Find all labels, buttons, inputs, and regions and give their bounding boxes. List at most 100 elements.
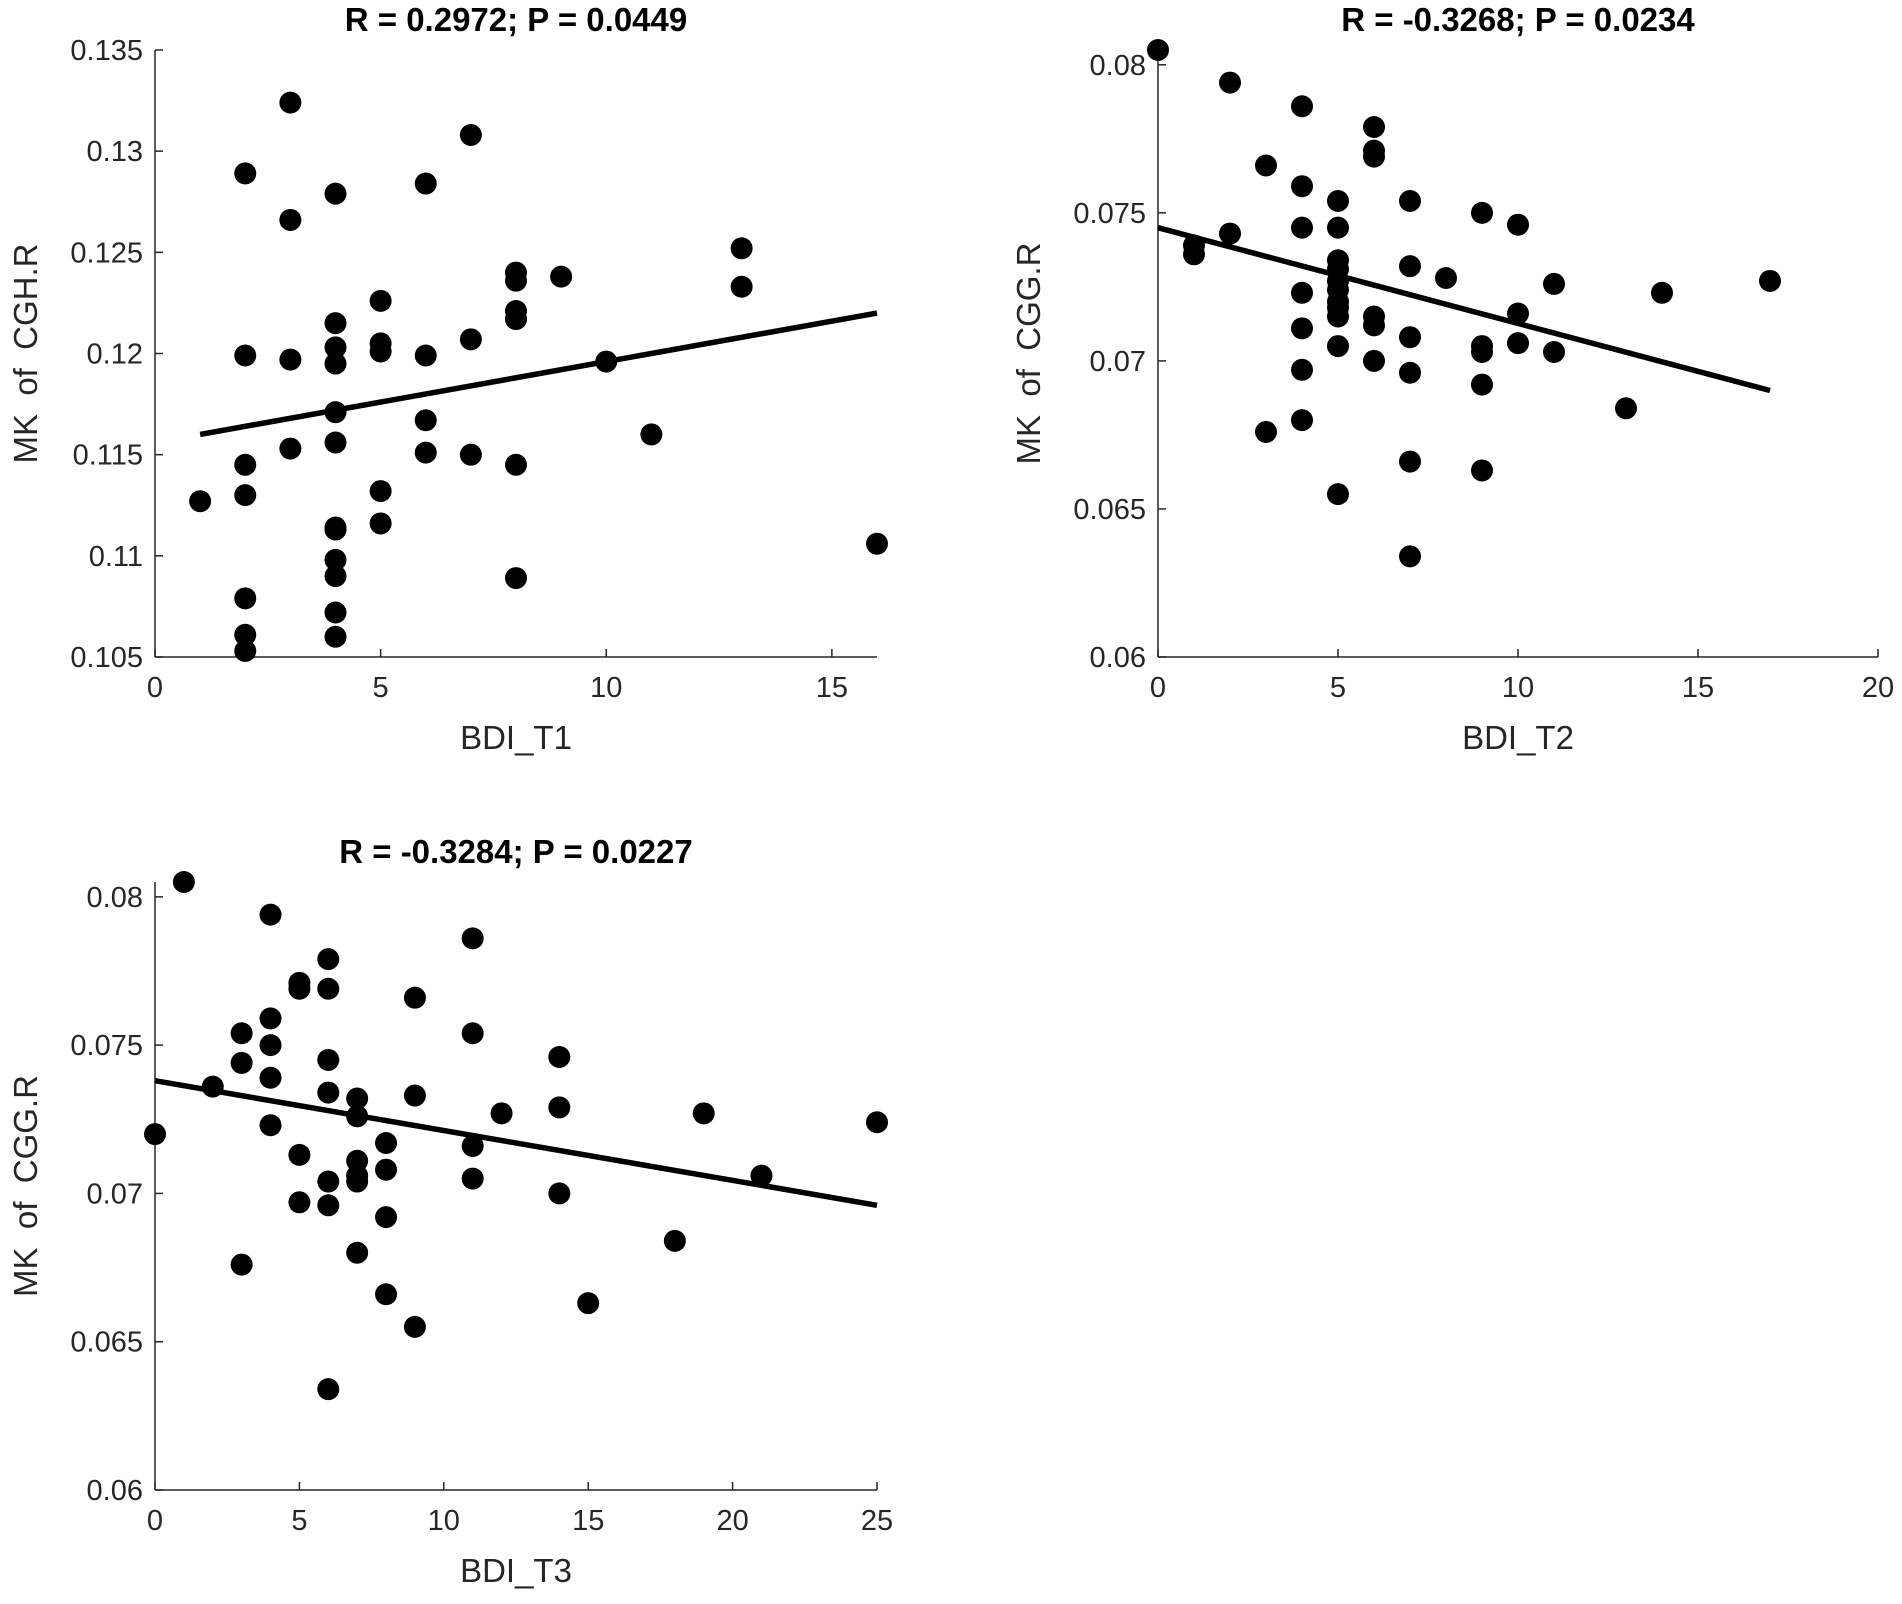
data-point — [1471, 373, 1493, 396]
x-tick-label: 0 — [147, 672, 163, 704]
data-point — [403, 1084, 426, 1107]
chart-title: R = -0.3284; P = 0.0227 — [339, 833, 692, 870]
data-point — [730, 237, 753, 260]
data-point — [234, 639, 257, 662]
data-point — [172, 871, 195, 893]
chart-title: R = -0.3268; P = 0.0234 — [1341, 1, 1695, 38]
data-point — [369, 340, 392, 363]
data-point — [1291, 409, 1313, 432]
y-tick-label: 0.135 — [70, 35, 143, 67]
x-tick-label: 20 — [716, 1505, 748, 1537]
data-point — [548, 1045, 571, 1068]
data-point — [234, 344, 257, 367]
data-point — [230, 1051, 253, 1074]
data-point — [324, 401, 347, 424]
x-tick-label: 15 — [1682, 672, 1714, 704]
data-point — [461, 1167, 484, 1190]
data-point — [663, 1229, 686, 1252]
y-tick-label: 0.08 — [1090, 50, 1146, 82]
data-point — [369, 480, 392, 503]
data-point — [234, 453, 257, 476]
y-tick-label: 0.105 — [70, 642, 143, 674]
data-point — [577, 1292, 600, 1315]
chart-bdi-t1: 0 5 10 15 0.105 0.11 0.115 0.12 0.125 0.13 0.135 R … — [7, 1, 888, 756]
data-point — [461, 1134, 484, 1157]
data-point — [1255, 420, 1277, 443]
data-point — [230, 1253, 253, 1276]
y-axis-label: MK of CGH.R — [7, 243, 44, 463]
data-point — [505, 567, 527, 590]
data-point — [259, 1114, 282, 1137]
y-tick-label: 0.115 — [73, 440, 143, 472]
data-point — [459, 443, 482, 466]
y-tick-label: 0.13 — [87, 136, 143, 168]
data-point — [317, 977, 340, 1000]
y-tick-label: 0.075 — [1073, 198, 1146, 230]
y-axis-label: MK of CGG.R — [1010, 243, 1047, 465]
data-point — [414, 441, 437, 464]
data-point — [288, 977, 311, 1000]
data-point — [505, 308, 527, 331]
y-tick-label: 0.06 — [87, 1475, 143, 1507]
data-point — [866, 1111, 888, 1134]
data-point — [317, 948, 340, 971]
data-point — [1291, 175, 1313, 198]
data-point — [866, 532, 888, 555]
data-point — [1435, 266, 1457, 289]
data-point — [1327, 335, 1349, 358]
data-point — [324, 565, 347, 588]
x-tick-label: 0 — [1150, 672, 1166, 704]
y-tick-label: 0.075 — [70, 1030, 143, 1062]
y-tick-label: 0.065 — [70, 1327, 143, 1359]
data-point — [324, 336, 347, 359]
data-point — [414, 344, 437, 367]
data-point — [1147, 39, 1169, 61]
y-tick-label: 0.11 — [89, 541, 143, 573]
data-point — [317, 1378, 340, 1401]
data-point — [346, 1087, 369, 1110]
data-point — [234, 162, 257, 185]
data-point — [1363, 145, 1385, 168]
data-point — [1399, 190, 1421, 213]
data-point — [548, 1182, 571, 1205]
x-tick-label: 10 — [590, 672, 622, 704]
data-point — [1399, 361, 1421, 384]
data-point — [505, 453, 527, 476]
data-point — [375, 1206, 398, 1229]
data-point — [1291, 281, 1313, 304]
y-axis-label: MK of CGG.R — [7, 1075, 44, 1297]
data-point — [1651, 281, 1673, 304]
data-point — [1291, 358, 1313, 381]
data-point — [461, 927, 484, 950]
data-point — [1471, 341, 1493, 364]
data-point — [144, 1123, 166, 1146]
data-point — [324, 431, 347, 454]
x-tick-label: 5 — [291, 1505, 307, 1537]
data-point — [324, 548, 347, 571]
regression-line — [199, 310, 878, 438]
data-point — [375, 1283, 398, 1306]
data-point — [692, 1102, 715, 1125]
data-point — [324, 312, 347, 335]
data-point — [1363, 115, 1385, 138]
data-point — [279, 348, 302, 371]
data-point — [259, 1066, 282, 1089]
data-point — [1471, 459, 1493, 482]
data-point — [1291, 95, 1313, 118]
data-point — [550, 265, 573, 288]
x-tick-label: 0 — [147, 1505, 163, 1537]
data-point — [1363, 314, 1385, 337]
y-tick-label: 0.06 — [1090, 642, 1146, 674]
y-tick-label: 0.065 — [1073, 494, 1146, 526]
data-point — [1615, 397, 1637, 420]
data-point — [369, 512, 392, 535]
data-point — [324, 625, 347, 648]
data-point — [548, 1096, 571, 1119]
x-axis-label: BDI_T1 — [460, 719, 572, 756]
data-point — [189, 490, 212, 513]
data-point — [461, 1022, 484, 1045]
data-point — [1183, 243, 1205, 266]
data-point — [403, 1315, 426, 1338]
data-point — [234, 587, 257, 610]
data-point — [230, 1022, 253, 1045]
